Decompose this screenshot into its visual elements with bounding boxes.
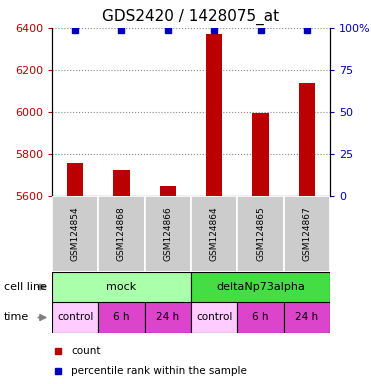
- Bar: [52, 302, 98, 333]
- Text: deltaNp73alpha: deltaNp73alpha: [216, 282, 305, 292]
- Text: 24 h: 24 h: [156, 313, 180, 323]
- Text: 6 h: 6 h: [113, 313, 130, 323]
- Bar: [191, 302, 237, 333]
- Bar: [299, 83, 315, 196]
- Bar: [98, 196, 145, 272]
- Bar: [52, 196, 98, 272]
- Bar: [145, 302, 191, 333]
- Text: GSM124865: GSM124865: [256, 207, 265, 262]
- Bar: [252, 113, 269, 196]
- Bar: [284, 196, 330, 272]
- Bar: [191, 272, 330, 302]
- Text: count: count: [72, 346, 101, 356]
- Bar: [237, 196, 284, 272]
- Text: GSM124864: GSM124864: [210, 207, 219, 262]
- Bar: [98, 302, 145, 333]
- Title: GDS2420 / 1428075_at: GDS2420 / 1428075_at: [102, 9, 280, 25]
- Text: GSM124866: GSM124866: [163, 207, 173, 262]
- Text: GSM124868: GSM124868: [117, 207, 126, 262]
- Bar: [284, 302, 330, 333]
- Text: time: time: [4, 313, 29, 323]
- Text: cell line: cell line: [4, 282, 47, 292]
- Bar: [191, 196, 237, 272]
- Text: GSM124867: GSM124867: [302, 207, 311, 262]
- Bar: [145, 196, 191, 272]
- Bar: [160, 185, 176, 196]
- Text: mock: mock: [106, 282, 137, 292]
- Bar: [52, 272, 191, 302]
- Text: percentile rank within the sample: percentile rank within the sample: [72, 366, 247, 376]
- Text: 6 h: 6 h: [252, 313, 269, 323]
- Text: 24 h: 24 h: [295, 313, 318, 323]
- Bar: [114, 170, 129, 196]
- Bar: [206, 34, 222, 196]
- Bar: [237, 302, 284, 333]
- Bar: [67, 164, 83, 196]
- Text: control: control: [196, 313, 232, 323]
- Text: control: control: [57, 313, 93, 323]
- Text: GSM124854: GSM124854: [70, 207, 80, 262]
